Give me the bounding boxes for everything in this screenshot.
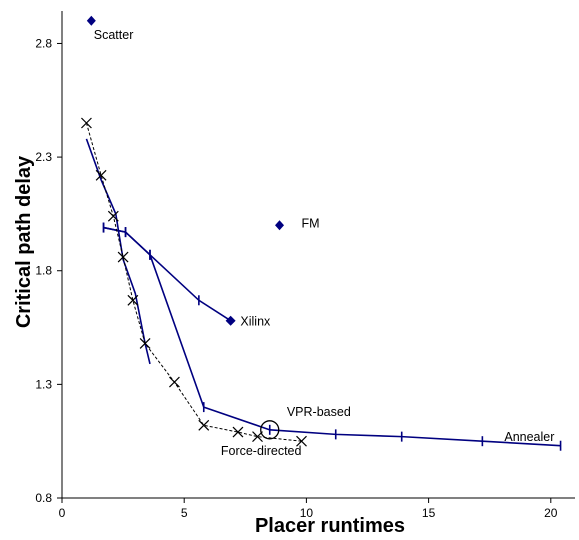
series-curve <box>85 138 151 365</box>
data-point <box>198 419 210 431</box>
annotation-fm: FM <box>302 217 320 231</box>
x-marker-stroke <box>139 338 151 349</box>
data-point <box>168 376 180 388</box>
series-scatter <box>86 15 96 26</box>
series-vpr-based <box>260 420 280 440</box>
annotation-vpr-based: VPR-based <box>287 405 351 419</box>
annotations: Scatter FM Xilinx VPR-based Annealer Force-di… <box>94 28 555 458</box>
x-marker-stroke <box>232 426 244 438</box>
annotation-scatter: Scatter <box>94 28 134 42</box>
x-marker-stroke <box>95 169 107 181</box>
data-point <box>86 15 96 26</box>
annotation-annealer: Annealer <box>504 430 554 444</box>
series-force-directed <box>81 117 307 447</box>
data-point <box>107 210 119 222</box>
x-marker-stroke <box>117 251 129 263</box>
x-marker-stroke <box>168 376 180 388</box>
series-line <box>85 122 302 442</box>
annotation-force-directed: Force-directed <box>221 444 302 458</box>
data-point <box>260 420 280 440</box>
data-point <box>139 338 151 349</box>
data-point <box>81 117 92 129</box>
series-line <box>85 138 151 365</box>
x-axis-title: Placer runtimes <box>255 515 405 537</box>
data-point <box>127 294 139 306</box>
y-tick-label: 1.3 <box>35 377 52 391</box>
series-line <box>103 226 232 322</box>
x-tick-label: 15 <box>422 506 436 520</box>
x-tick-label: 5 <box>181 506 188 520</box>
y-tick-label: 2.8 <box>35 36 52 50</box>
series-fm <box>275 220 285 231</box>
y-tick-label: 2.3 <box>35 150 52 164</box>
data-point <box>296 435 307 447</box>
data-point <box>232 426 244 438</box>
annotation-xilinx: Xilinx <box>240 314 271 328</box>
x-marker-stroke <box>107 210 119 222</box>
x-marker-stroke <box>198 419 210 431</box>
x-tick-label: 10 <box>300 506 314 520</box>
x-marker-stroke <box>127 294 139 306</box>
x-marker-stroke <box>296 435 307 447</box>
y-tick-label: 1.8 <box>35 264 52 278</box>
data-point <box>117 251 129 263</box>
data-point <box>95 169 107 181</box>
x-tick-label: 0 <box>59 506 66 520</box>
x-marker-stroke <box>81 117 92 129</box>
x-tick-label: 20 <box>544 506 558 520</box>
plot-area <box>81 15 562 451</box>
y-tick-label: 0.8 <box>35 491 52 505</box>
data-point <box>275 220 285 231</box>
y-ticks: 0.8 1.3 1.8 2.3 2.8 <box>35 36 62 505</box>
axes <box>61 11 575 499</box>
y-axis-title: Critical path delay <box>13 155 35 328</box>
data-point <box>225 315 236 326</box>
x-ticks: 0 5 10 15 20 <box>59 498 558 520</box>
